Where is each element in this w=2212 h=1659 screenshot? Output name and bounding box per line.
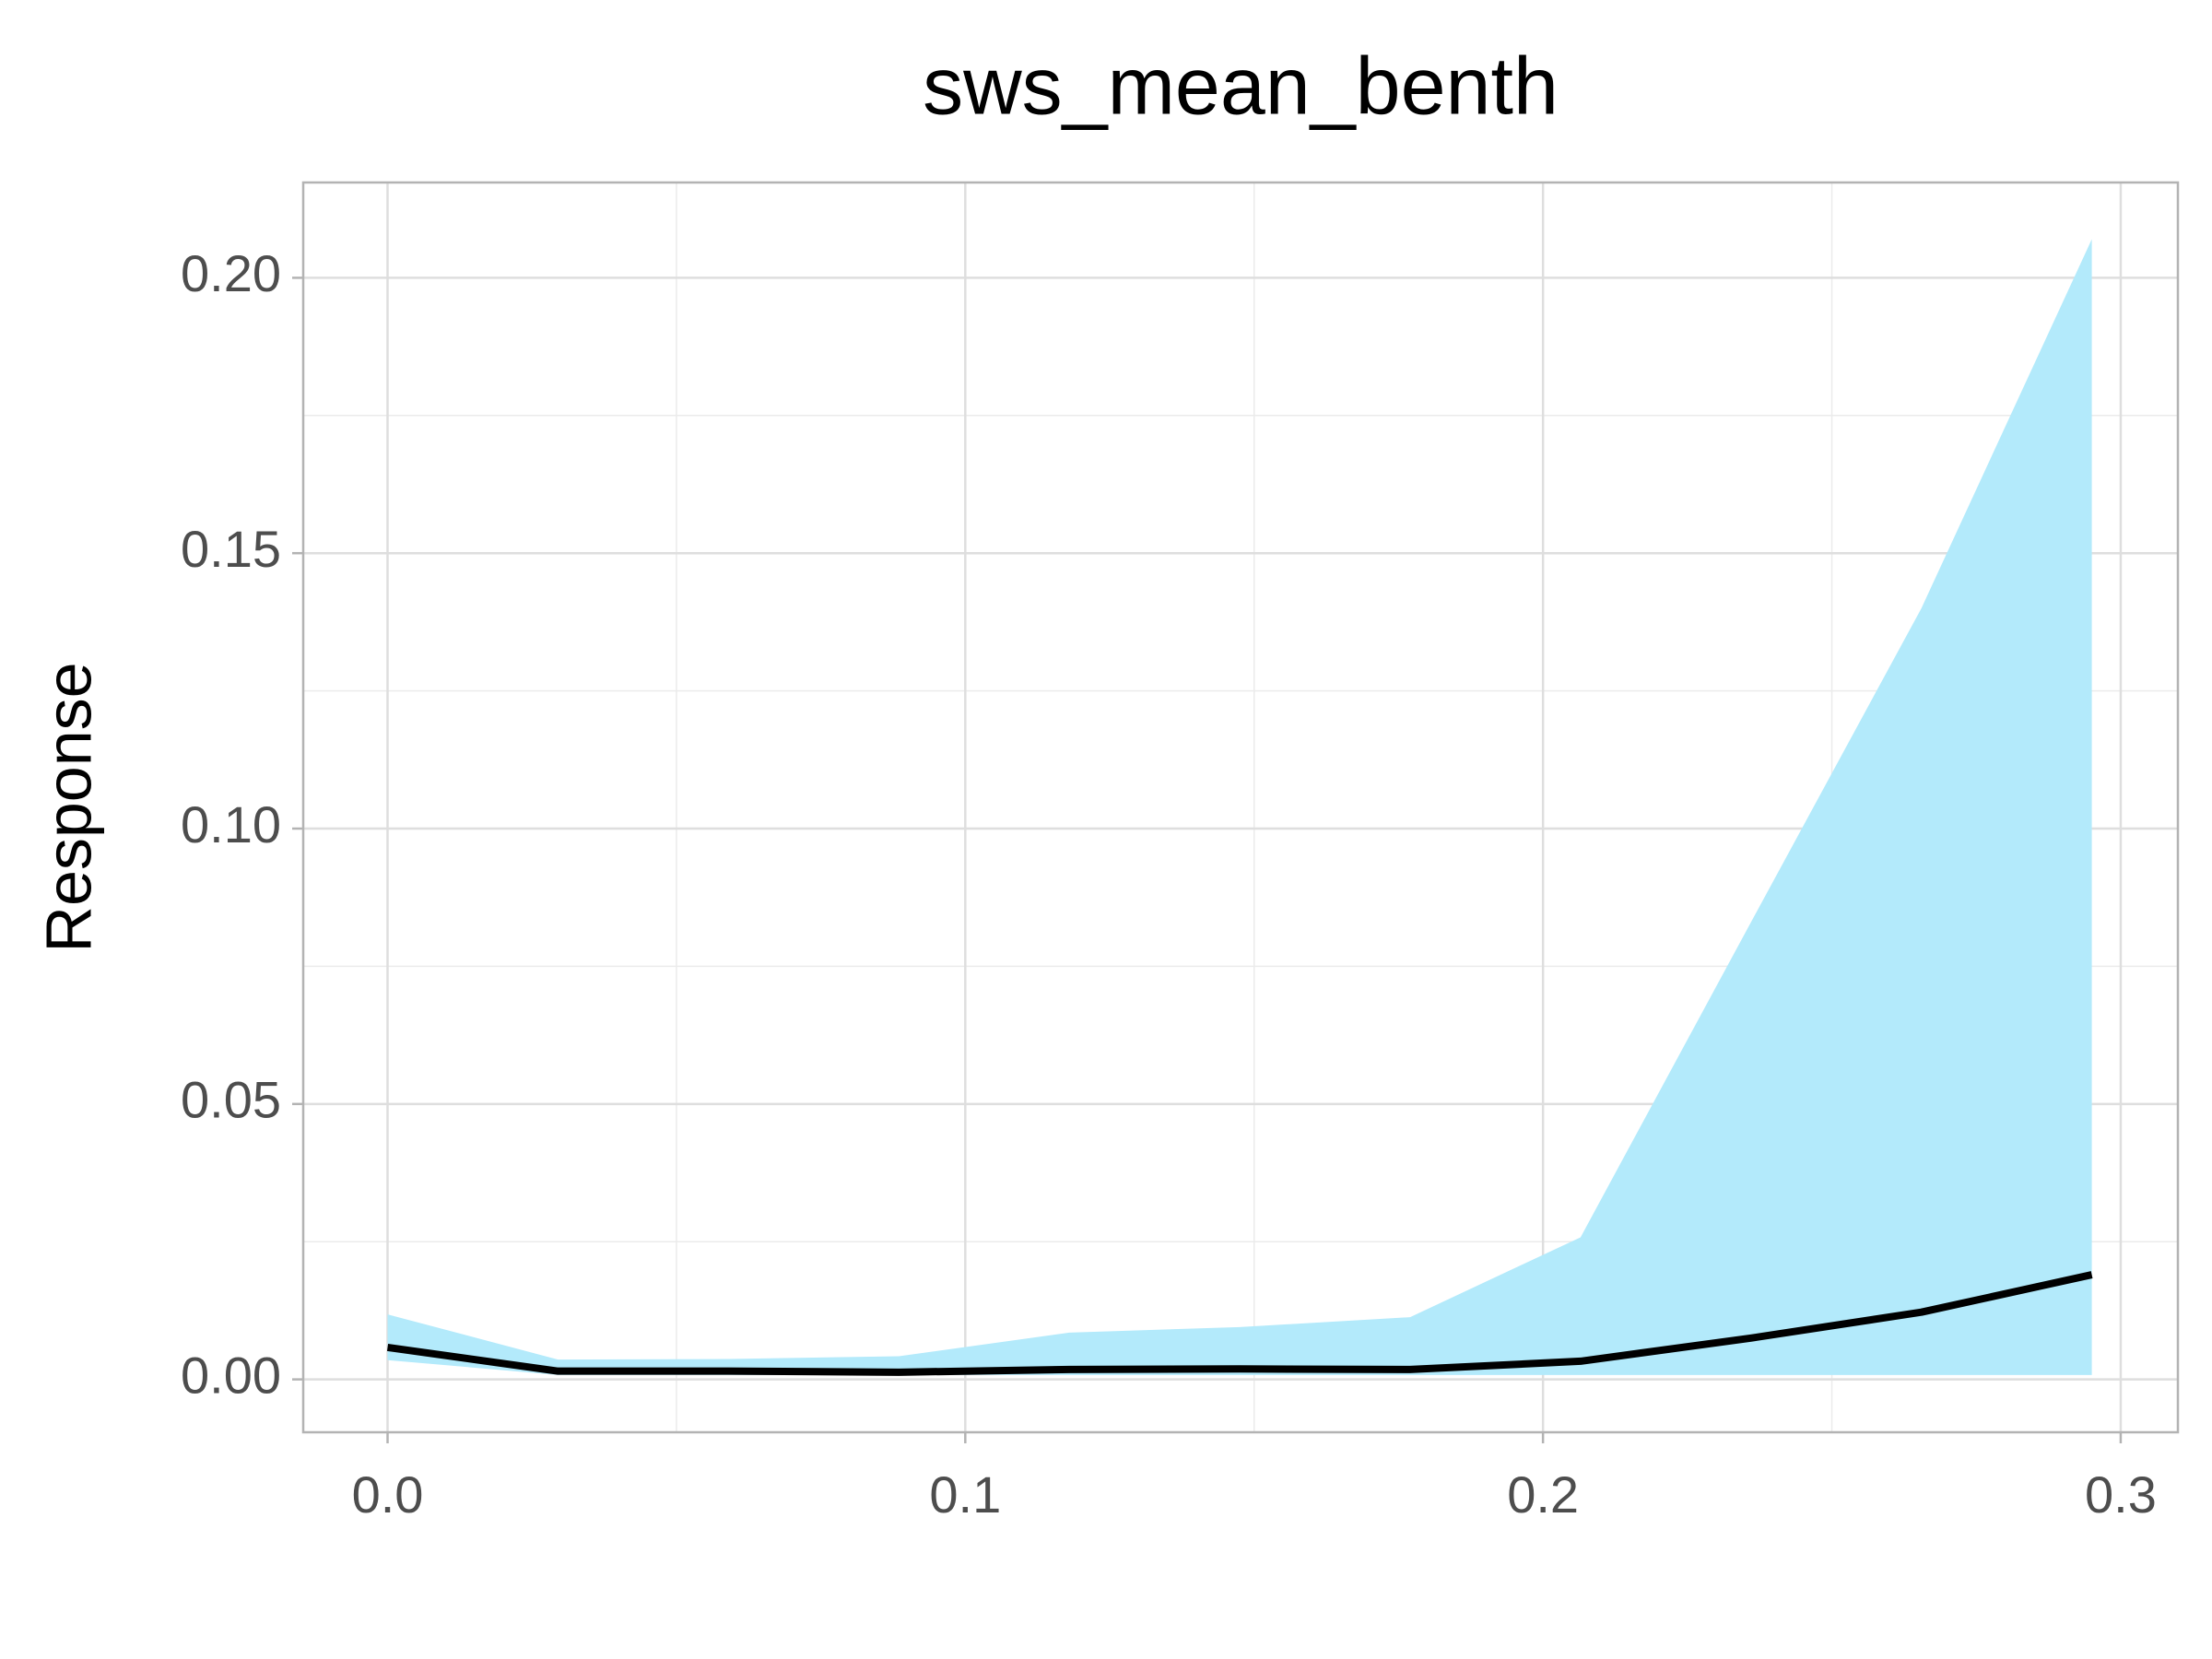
x-tick-label: 0.0 <box>352 1465 424 1524</box>
x-tick-label: 0.2 <box>1507 1465 1579 1524</box>
line <box>386 1271 2093 1376</box>
y-tick-label: 0.10 <box>181 795 281 853</box>
chart-title: sws_mean_benth <box>923 40 1559 131</box>
x-tick-label: 0.3 <box>2085 1465 2157 1524</box>
panel-border <box>301 181 2180 1434</box>
y-tick-label: 0.15 <box>181 520 281 578</box>
x-tick-label: 0.1 <box>929 1465 1001 1524</box>
y-axis-label: Response <box>32 662 104 952</box>
y-tick-label: 0.20 <box>181 244 281 302</box>
confidence-band <box>387 239 2092 1375</box>
y-tick-label: 0.05 <box>181 1071 281 1129</box>
y-tick-label: 0.00 <box>181 1346 281 1404</box>
